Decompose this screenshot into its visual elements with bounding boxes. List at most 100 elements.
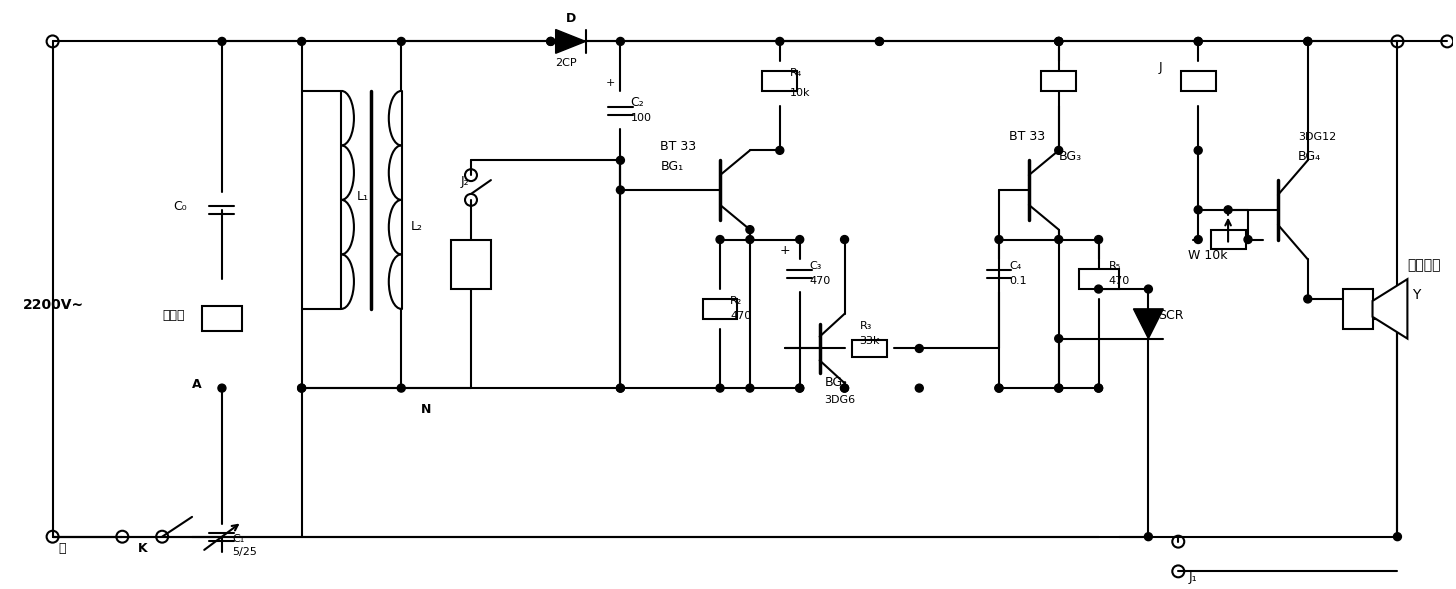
Circle shape xyxy=(1095,384,1102,392)
Circle shape xyxy=(397,38,405,45)
Circle shape xyxy=(297,384,306,392)
Circle shape xyxy=(1054,38,1063,45)
Circle shape xyxy=(1194,236,1203,243)
Circle shape xyxy=(616,38,625,45)
Text: BG₃: BG₃ xyxy=(1059,150,1082,163)
Circle shape xyxy=(1393,532,1402,541)
Circle shape xyxy=(218,38,226,45)
Circle shape xyxy=(716,236,724,243)
Circle shape xyxy=(994,384,1003,392)
Circle shape xyxy=(1054,384,1063,392)
Polygon shape xyxy=(1133,309,1163,339)
Text: BT 33: BT 33 xyxy=(660,140,696,153)
Text: 接电风扇: 接电风扇 xyxy=(1408,258,1441,272)
Text: 33k: 33k xyxy=(859,336,879,346)
Circle shape xyxy=(616,384,625,392)
Text: BT 33: BT 33 xyxy=(1009,131,1045,144)
Bar xyxy=(852,340,887,358)
Circle shape xyxy=(1144,532,1152,541)
Circle shape xyxy=(994,384,1003,392)
Circle shape xyxy=(796,236,804,243)
Text: BG₂: BG₂ xyxy=(824,376,847,389)
Bar xyxy=(1210,230,1245,249)
Text: Y: Y xyxy=(1412,288,1421,302)
Circle shape xyxy=(1095,236,1102,243)
Circle shape xyxy=(1054,147,1063,154)
Text: C₂: C₂ xyxy=(630,96,644,109)
Text: D: D xyxy=(565,12,577,25)
Circle shape xyxy=(1303,295,1312,303)
Circle shape xyxy=(716,384,724,392)
Circle shape xyxy=(840,236,849,243)
Text: 5/25: 5/25 xyxy=(232,547,256,557)
Text: 3DG6: 3DG6 xyxy=(824,395,856,405)
Circle shape xyxy=(745,226,754,234)
Text: +: + xyxy=(780,244,791,257)
Circle shape xyxy=(776,38,783,45)
Text: W 10k: W 10k xyxy=(1188,249,1227,262)
Circle shape xyxy=(1144,285,1152,293)
Circle shape xyxy=(297,384,306,392)
Circle shape xyxy=(745,384,754,392)
Text: R₂: R₂ xyxy=(729,296,743,306)
Circle shape xyxy=(1054,335,1063,343)
Circle shape xyxy=(616,156,625,164)
Bar xyxy=(202,306,242,331)
Circle shape xyxy=(1224,206,1232,214)
Circle shape xyxy=(1095,384,1102,392)
Circle shape xyxy=(796,384,804,392)
Bar xyxy=(1342,289,1373,329)
Text: BG₁: BG₁ xyxy=(660,160,683,173)
Text: C₄: C₄ xyxy=(1009,262,1021,272)
Text: +: + xyxy=(606,78,614,88)
Text: L₁: L₁ xyxy=(357,190,368,203)
Circle shape xyxy=(1303,38,1312,45)
Bar xyxy=(703,299,737,319)
Text: 3DG12: 3DG12 xyxy=(1297,133,1337,143)
Text: BG₄: BG₄ xyxy=(1297,150,1321,163)
Text: R₃: R₃ xyxy=(859,320,872,330)
Text: J: J xyxy=(1159,61,1162,74)
Circle shape xyxy=(1303,38,1312,45)
Text: 10k: 10k xyxy=(789,88,810,98)
Circle shape xyxy=(1194,38,1203,45)
Text: L₂: L₂ xyxy=(411,220,424,233)
Circle shape xyxy=(1054,236,1063,243)
Circle shape xyxy=(546,38,555,45)
Circle shape xyxy=(1243,236,1252,243)
Circle shape xyxy=(776,147,783,154)
Circle shape xyxy=(297,38,306,45)
Circle shape xyxy=(616,384,625,392)
Text: SCR: SCR xyxy=(1159,309,1184,322)
Circle shape xyxy=(745,236,754,243)
Circle shape xyxy=(616,186,625,194)
Circle shape xyxy=(1194,38,1203,45)
Text: K: K xyxy=(137,541,147,555)
Text: J₁: J₁ xyxy=(1188,571,1197,584)
Circle shape xyxy=(916,384,923,392)
Polygon shape xyxy=(556,29,585,53)
Circle shape xyxy=(1054,38,1063,45)
Circle shape xyxy=(796,384,804,392)
Polygon shape xyxy=(1373,279,1408,339)
Circle shape xyxy=(397,384,405,392)
Circle shape xyxy=(1194,206,1203,214)
Circle shape xyxy=(994,236,1003,243)
Text: C₃: C₃ xyxy=(810,262,823,272)
Bar xyxy=(451,240,491,289)
Text: 470: 470 xyxy=(729,311,751,321)
Text: R₄: R₄ xyxy=(789,68,802,78)
Circle shape xyxy=(1095,285,1102,293)
Circle shape xyxy=(916,345,923,352)
Text: C₁: C₁ xyxy=(232,534,245,544)
Circle shape xyxy=(840,384,849,392)
Text: J₂: J₂ xyxy=(462,175,470,188)
Text: N: N xyxy=(421,403,431,416)
Text: 100: 100 xyxy=(630,112,651,123)
Circle shape xyxy=(1054,38,1063,45)
Text: 2200V~: 2200V~ xyxy=(23,298,84,312)
Text: 470: 470 xyxy=(810,276,831,286)
Circle shape xyxy=(875,38,884,45)
Text: 火: 火 xyxy=(58,541,67,555)
Text: 感应板: 感应板 xyxy=(162,309,185,322)
